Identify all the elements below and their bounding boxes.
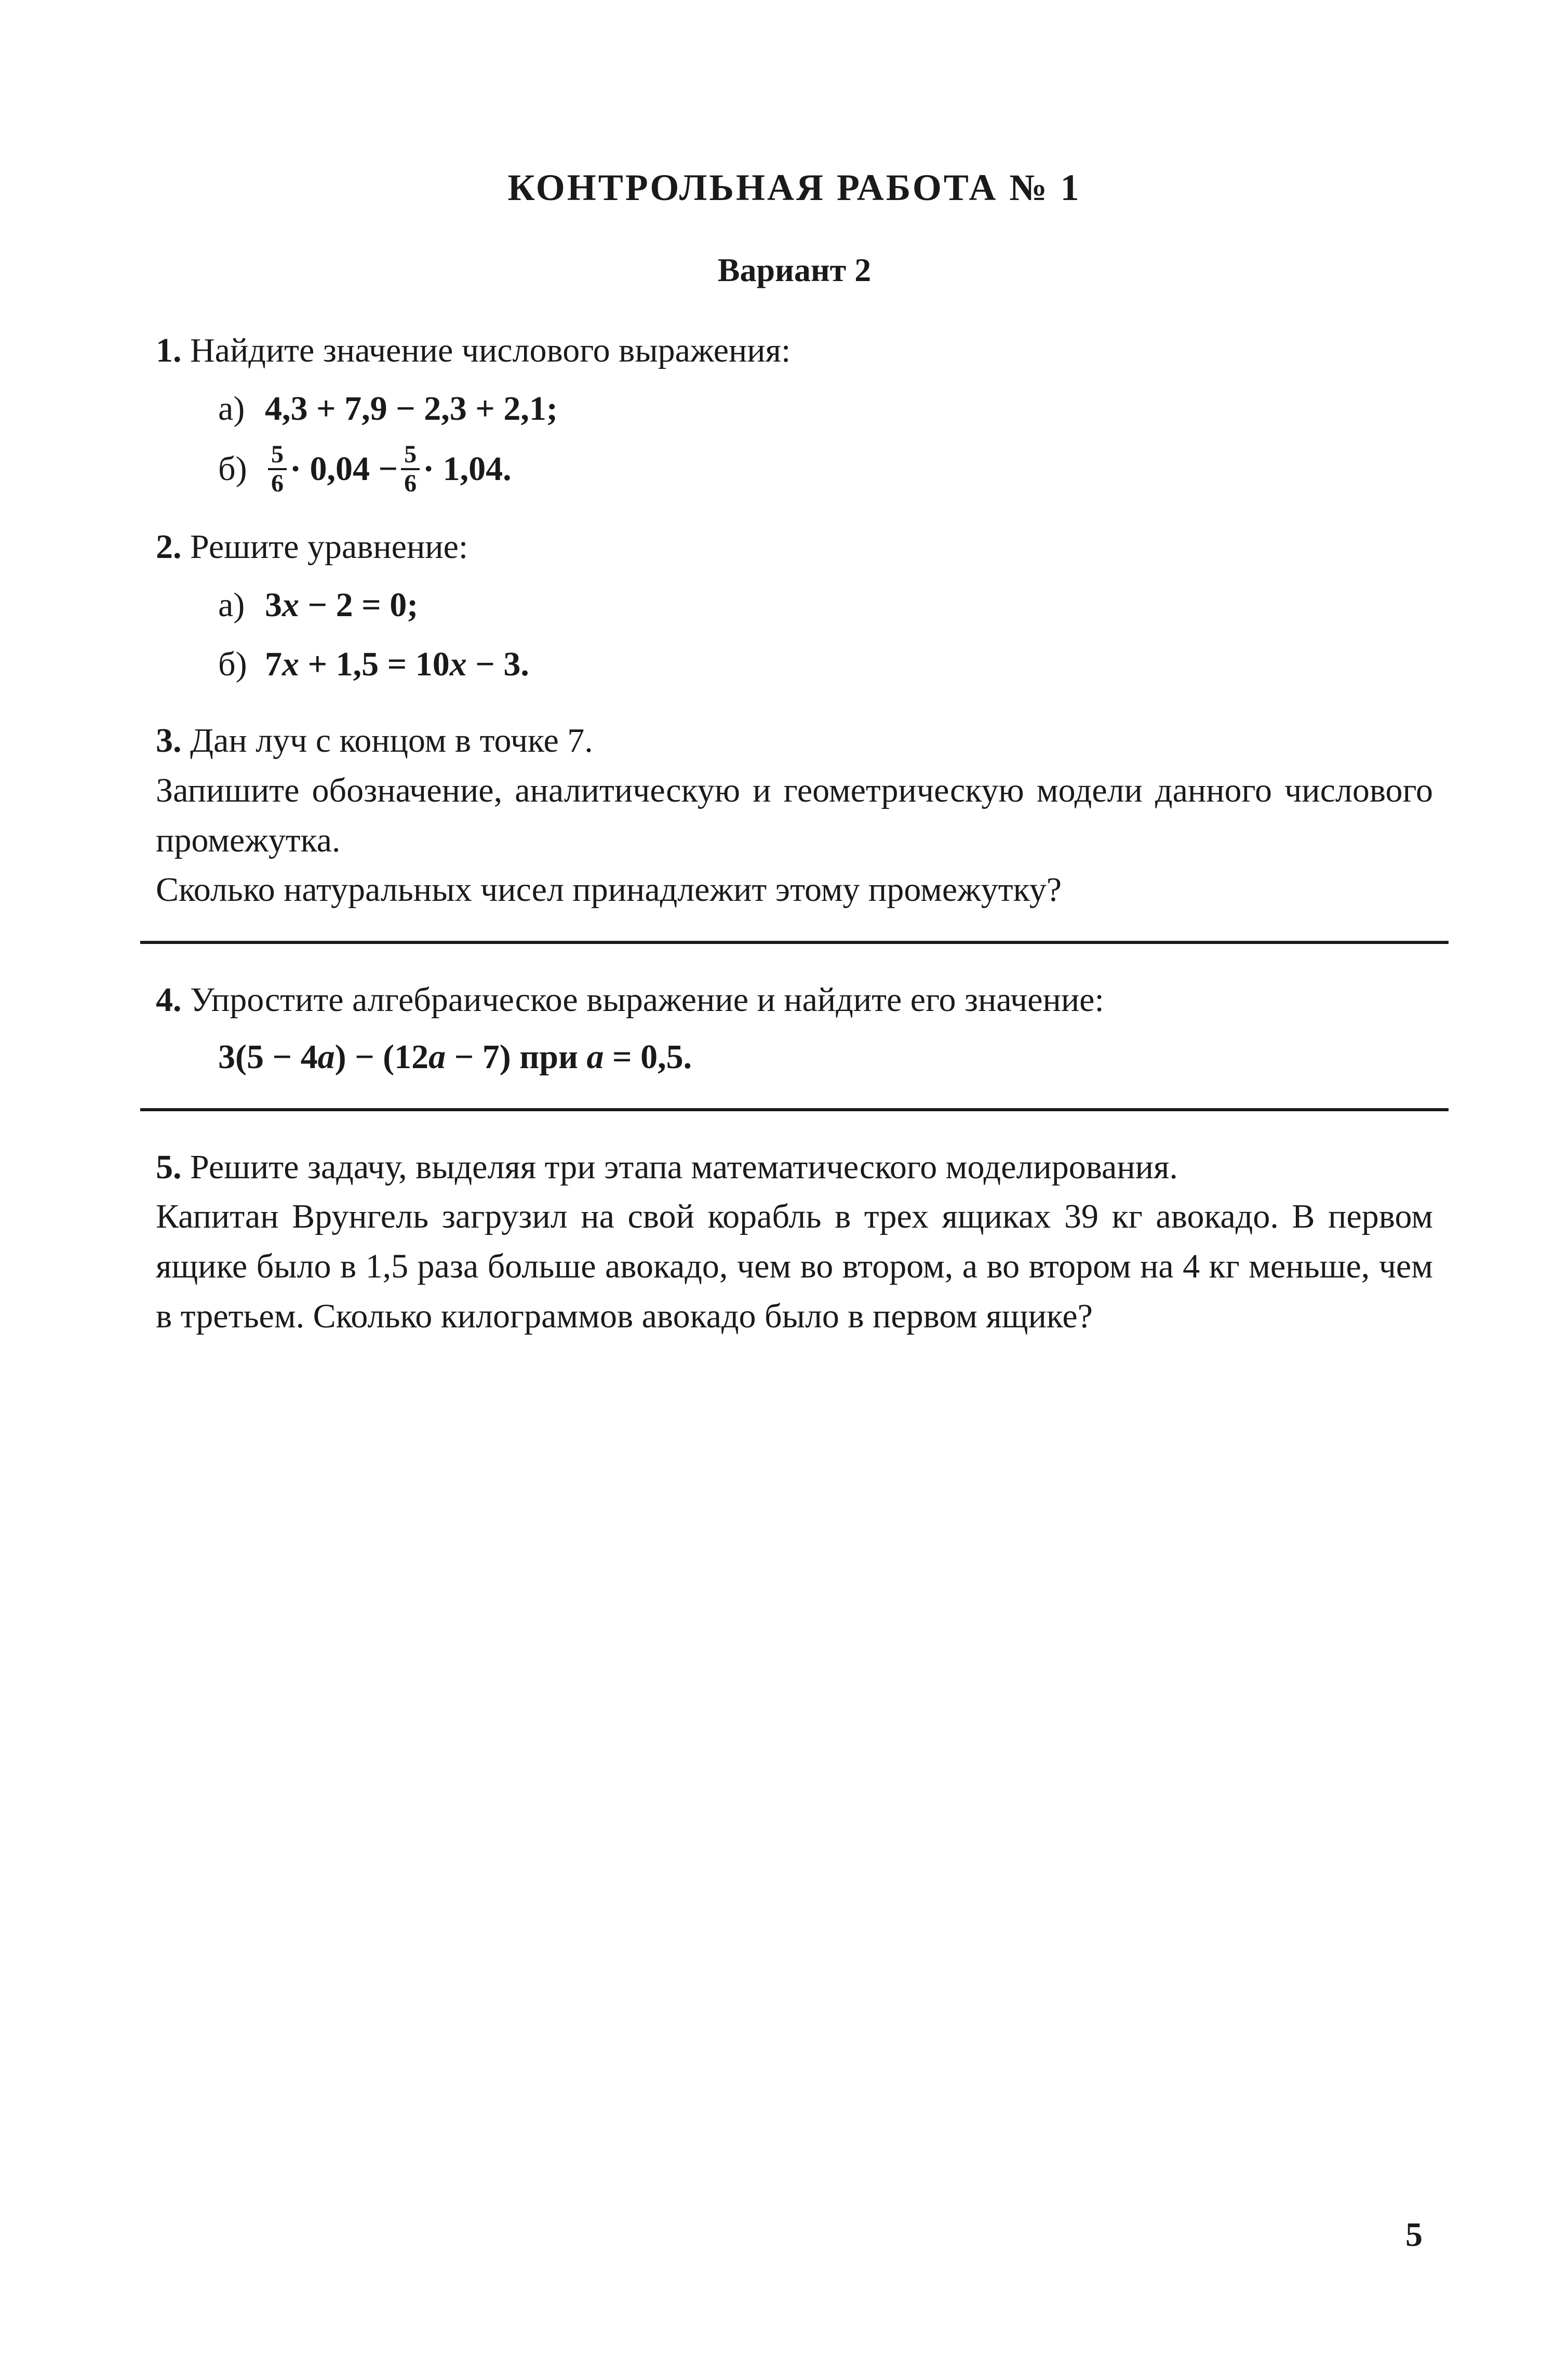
sub-label: а) [218, 384, 265, 434]
expression: 3x − 2 = 0; [265, 580, 418, 630]
expression: 3(5 − 4a) − (12a − 7) при a = 0,5. [218, 1038, 692, 1076]
sub-label: а) [218, 580, 265, 630]
problem-5: 5. Решите задачу, выделяя три этапа мате… [156, 1142, 1433, 1341]
problem-2a: а) 3x − 2 = 0; [156, 579, 1433, 631]
problem-text: Решите уравнение: [190, 528, 468, 566]
expression: 7x + 1,5 = 10x − 3. [265, 640, 529, 689]
sub-label: б) [218, 444, 265, 494]
expression: 5 6 · 0,04 − 5 6 · 1,04. [265, 442, 512, 496]
variant-subtitle: Вариант 2 [156, 251, 1433, 289]
fraction: 5 6 [401, 442, 420, 496]
problem-2b: б) 7x + 1,5 = 10x − 3. [156, 638, 1433, 690]
problem-number: 1. [156, 331, 182, 369]
problem-line: Дан луч с концом в точке 7. [190, 722, 593, 760]
sub-label: б) [218, 640, 265, 689]
divider [140, 941, 1449, 944]
divider [140, 1108, 1449, 1111]
problem-line: Решите задачу, выделяя три этапа математ… [190, 1148, 1178, 1186]
problem-3: 3. Дан луч с концом в точке 7. Запишите … [156, 716, 1433, 915]
problem-line: Запишите обозначение, аналитическую и ге… [156, 771, 1433, 859]
problem-number: 5. [156, 1148, 182, 1186]
problem-number: 2. [156, 528, 182, 566]
problem-1: 1. Найдите значение числового выражения:… [156, 326, 1433, 496]
fraction: 5 6 [268, 442, 287, 496]
problem-number: 4. [156, 981, 182, 1019]
problem-text: Найдите значение числового выражения: [190, 331, 790, 369]
page: КОНТРОЛЬНАЯ РАБОТА № 1 Вариант 2 1. Найд… [0, 0, 1568, 2369]
problem-1b: б) 5 6 · 0,04 − 5 6 · 1,04. [156, 442, 1433, 496]
problem-2: 2. Решите уравнение: а) 3x − 2 = 0; б) 7… [156, 522, 1433, 690]
problem-number: 3. [156, 722, 182, 760]
problem-4-expr: 3(5 − 4a) − (12a − 7) при a = 0,5. [156, 1032, 1433, 1082]
problem-4: 4. Упростите алгебраическое выражение и … [156, 975, 1433, 1082]
page-title: КОНТРОЛЬНАЯ РАБОТА № 1 [156, 166, 1433, 209]
page-number: 5 [1405, 2215, 1423, 2255]
expression: 4,3 + 7,9 − 2,3 + 2,1; [265, 384, 558, 434]
problem-text: Упростите алгебраическое выражение и най… [190, 981, 1104, 1019]
problem-line: Сколько натуральных чисел принадлежит эт… [156, 871, 1062, 909]
problem-line: Капитан Врунгель загрузил на свой корабл… [156, 1197, 1433, 1335]
problem-1a: а) 4,3 + 7,9 − 2,3 + 2,1; [156, 383, 1433, 435]
